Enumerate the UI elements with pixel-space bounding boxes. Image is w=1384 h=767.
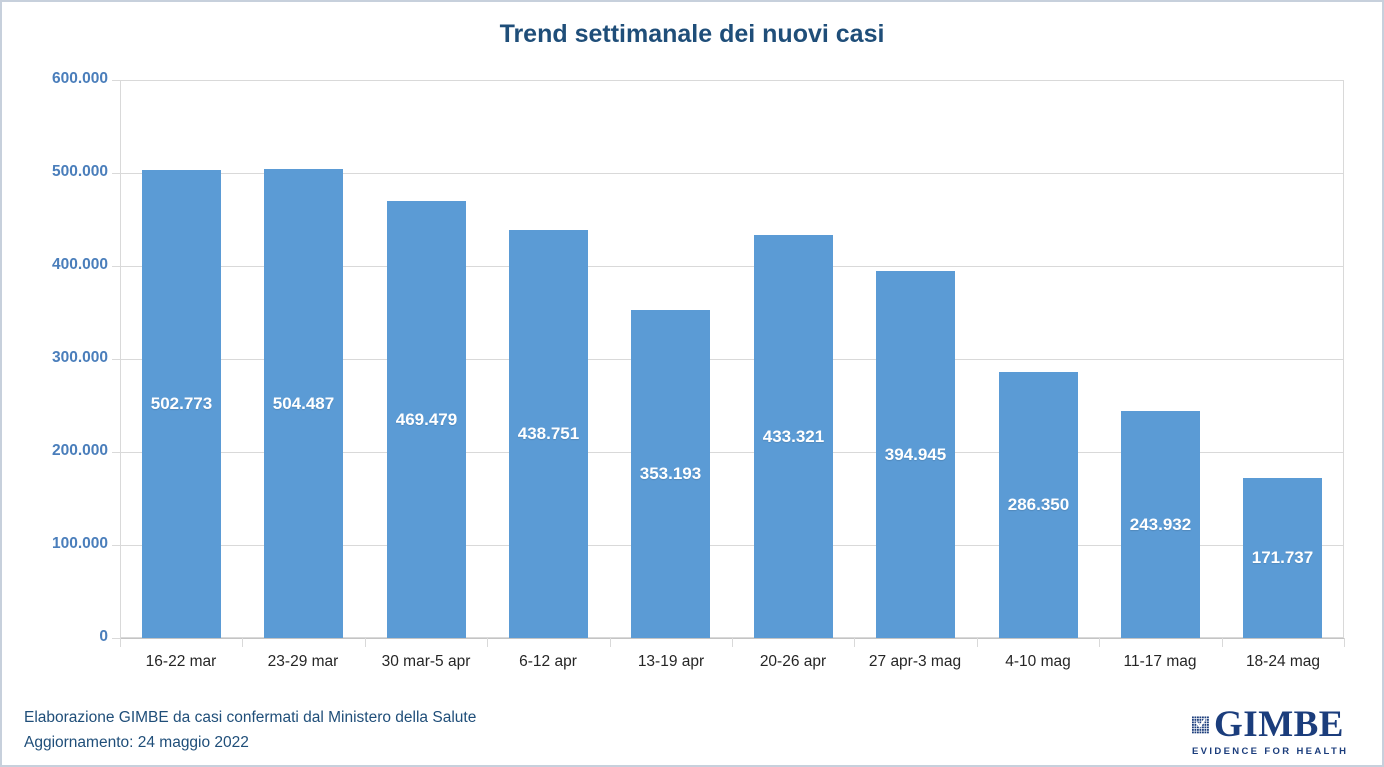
bar-value-label: 353.193 (639, 464, 702, 483)
y-axis-label: 400.000 (51, 256, 108, 273)
gimbe-logo-tagline: EVIDENCE FOR HEALTH (1192, 746, 1349, 757)
gimbe-logo-row: GIMBE (1192, 704, 1344, 745)
footer-notes: Elaborazione GIMBE da casi confermati da… (24, 705, 476, 755)
bar-value-label: 438.751 (517, 424, 580, 443)
y-axis-label: 600.000 (51, 70, 108, 87)
y-axis-label: 300.000 (51, 349, 108, 366)
x-category-label: 6-12 apr (519, 653, 577, 670)
x-category-label: 18-24 mag (1245, 653, 1321, 670)
x-axis-tick (242, 638, 243, 647)
x-axis-tick (365, 638, 366, 647)
y-axis-tick (112, 173, 120, 174)
update-note: Aggiornamento: 24 maggio 2022 (24, 734, 249, 751)
gimbe-logo-name: GIMBE (1214, 704, 1344, 745)
bar-value-label: 243.932 (1129, 515, 1192, 534)
y-axis-tick (112, 80, 120, 81)
bar-value-label: 469.479 (395, 410, 458, 429)
bar (1121, 411, 1200, 638)
x-category-label: 4-10 mag (1005, 653, 1071, 670)
x-category-label: 27 apr-3 mag (868, 653, 962, 670)
x-category-label: 30 mar-5 apr (381, 653, 471, 670)
x-axis-tick (120, 638, 121, 647)
x-category-label: 13-19 apr (637, 653, 705, 670)
gridline (120, 545, 1344, 546)
bar (1243, 478, 1322, 638)
x-category-label: 23-29 mar (267, 653, 339, 670)
bar (142, 170, 221, 638)
x-axis-tick (1222, 638, 1223, 647)
y-axis-label: 200.000 (51, 442, 108, 459)
gridline (120, 359, 1344, 360)
bar-value-label: 433.321 (762, 427, 825, 446)
y-axis-tick (112, 638, 120, 639)
x-axis-tick (977, 638, 978, 647)
gimbe-grid-check-icon (1192, 716, 1209, 734)
y-axis-label: 0 (99, 628, 108, 645)
x-category-label: 11-17 mag (1123, 653, 1197, 670)
gridline (120, 266, 1344, 267)
x-axis-tick (1344, 638, 1345, 647)
bar (754, 235, 833, 638)
x-axis-tick (610, 638, 611, 647)
y-axis-label: 100.000 (51, 535, 108, 552)
bar (876, 271, 955, 638)
source-note: Elaborazione GIMBE da casi confermati da… (24, 709, 477, 726)
bar-value-label: 504.487 (272, 394, 335, 413)
x-axis-tick (732, 638, 733, 647)
bar-value-label: 171.737 (1251, 548, 1314, 567)
y-axis-tick (112, 452, 120, 453)
x-axis-tick (854, 638, 855, 647)
gridline (120, 452, 1344, 453)
bar (387, 201, 466, 638)
x-axis-tick (487, 638, 488, 647)
x-category-label: 16-22 mar (145, 653, 217, 670)
gridline (120, 173, 1344, 174)
bar-value-label: 286.350 (1007, 495, 1070, 514)
gimbe-logo: GIMBE EVIDENCE FOR HEALTH (1192, 704, 1349, 757)
bar (264, 169, 343, 638)
bar-value-label: 502.773 (150, 394, 213, 413)
y-axis-tick (112, 545, 120, 546)
gridline (120, 80, 1344, 81)
bar-value-label: 394.945 (884, 445, 947, 464)
y-axis-label: 500.000 (51, 163, 108, 180)
bar (631, 310, 710, 638)
x-axis-tick (1099, 638, 1100, 647)
x-category-label: 20-26 apr (759, 653, 827, 670)
y-axis-tick (112, 359, 120, 360)
chart-title: Trend settimanale dei nuovi casi (499, 20, 885, 48)
y-axis-tick (112, 266, 120, 267)
bar (509, 230, 588, 638)
bar (999, 372, 1078, 638)
